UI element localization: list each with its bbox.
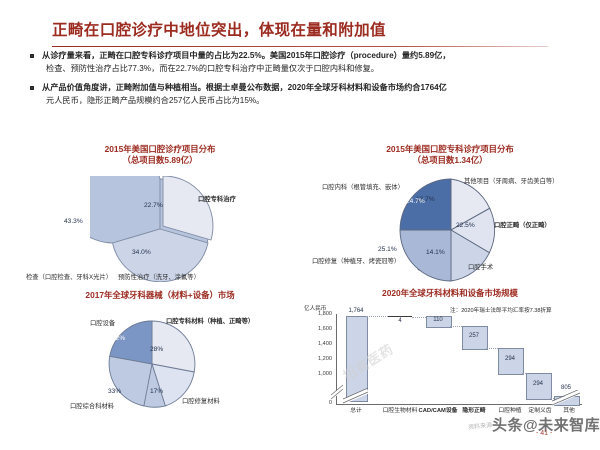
axis-unit-label: 亿人民币	[304, 306, 327, 312]
chart-subtitle: （总项目数1.34亿）	[412, 155, 488, 165]
y-tick-label: 1,400	[318, 341, 332, 347]
bullet-line: 从产品价值角度讲，正畸附加值与种植相当。根据士卓曼公布数据，2020年全球牙科材…	[42, 82, 586, 95]
bullet-item: 从诊疗量来看，正畸在口腔专科诊疗项目中量的占比为22.5%。美国2015年口腔诊…	[30, 50, 586, 75]
pie-category-label: 口腔综合科材料	[70, 403, 115, 410]
pie-value-label: 25.1%	[378, 246, 397, 253]
chart-title: 2017年全球牙科器械（材料+设备）市场	[85, 290, 235, 300]
title-divider	[52, 46, 548, 47]
pie-category-label: 口腔设备	[90, 320, 116, 327]
pie-category-label: 检查（口腔检查、牙科X光片）	[26, 274, 113, 281]
chart-pie-us-dental-procedures-2015: 2015年美国口腔诊疗项目分布 （总项目数5.89亿） 22.7% 34.0% …	[24, 144, 296, 289]
pie-category-label: 口腔内科（根管填充、嵌体）	[322, 184, 404, 191]
pie-category-label: 口腔正畸（仅正畸）	[494, 222, 551, 229]
chart-pie-global-dental-devices-2017: 2017年全球牙科器械（材料+设备）市场 28% 17% 33% 22% 口腔专…	[24, 290, 296, 440]
bar-total	[346, 316, 368, 402]
x-axis	[336, 404, 582, 405]
bullet-square-icon	[30, 86, 34, 91]
watermark-publisher: 头条@未来智库	[492, 417, 600, 434]
bullet-text-emphasis: 从诊疗量来看，正畸在口腔专科诊疗项目中量的占比为22.5%。美国2015年口腔诊…	[42, 51, 451, 60]
chart-subtitle: （总项目数5.89亿）	[122, 155, 198, 165]
pie-category-label: 预防性治疗（洗牙、涂氟等）	[118, 274, 200, 281]
pie-value-label: 14.1%	[426, 249, 445, 256]
bar-value-label: 294	[532, 381, 543, 387]
pie-graphic	[90, 176, 214, 282]
y-tick-label: 1,800	[318, 311, 332, 317]
pie-value-label: 13.7%	[416, 196, 435, 203]
chart-pie-us-specialty-procedures-2015: 2015年美国口腔专科诊疗项目分布 （总项目数1.34亿） 13.7% 22.5…	[304, 144, 596, 289]
x-tick-label: 定制义齿	[528, 408, 552, 414]
bullet-line: 检查、预防性治疗占比77.3%，而在22.7%的口腔专科治疗中正畸量仅次于口腔内…	[46, 63, 379, 73]
pie-category-label: 口腔专科治疗	[198, 196, 236, 203]
waterfall-connector	[522, 373, 528, 374]
bar-break-icon	[551, 390, 581, 406]
bar-implant	[498, 348, 524, 375]
chart-title: 2015年美国口腔诊疗项目分布	[104, 144, 216, 154]
bar-value-label: 257	[468, 333, 479, 339]
waterfall-connector	[550, 398, 556, 399]
bar-value-label: 294	[504, 356, 515, 362]
pie-graphic	[399, 178, 496, 282]
x-tick-label: 口腔种植	[498, 408, 522, 414]
pie-graphic	[108, 320, 196, 408]
bullet-list: 从诊疗量来看，正畸在口腔专科诊疗项目中量的占比为22.5%。美国2015年口腔诊…	[30, 50, 586, 114]
bar-value-label: 1,764	[348, 308, 364, 314]
x-tick-label: 隐形正畸	[462, 408, 486, 414]
x-tick-label: 其他	[563, 408, 575, 414]
bullet-square-icon	[30, 54, 34, 58]
y-tick-label: 1,200	[318, 356, 332, 362]
pie-value-label: 22%	[112, 335, 126, 342]
y-tick-label: 1,600	[318, 326, 332, 332]
x-tick-label: 口腔生物材料	[382, 408, 418, 414]
bar-bio-material	[388, 315, 412, 318]
waterfall-connector	[486, 348, 500, 349]
bullet-line: 元人民币，隐形正畸产品规模约合257亿人民币占比为15%。	[46, 95, 265, 105]
chart-note: 注：2020年瑞士法郎平均汇率按7.38折算	[450, 308, 552, 314]
y-tick-label: 0	[328, 400, 332, 406]
y-tick-label: 1,000	[318, 371, 332, 377]
x-tick-label: 总计	[350, 408, 362, 414]
chart-title: 2020年全球牙科材料和设备市场规模	[382, 288, 518, 298]
bar-clear-aligner	[462, 326, 488, 350]
pie-category-label: 口腔修复材料	[182, 398, 220, 405]
axis-break-icon	[330, 384, 344, 400]
pie-value-label: 22.7%	[144, 202, 163, 209]
bullet-text-emphasis: 从产品价值角度讲，正畸附加值与种植相当。根据士卓曼公布数据，2020年全球牙科材…	[42, 83, 447, 93]
pie-value-label: 17%	[150, 388, 164, 395]
pie-category-label: 口腔专科材料（种植、正畸等）	[166, 318, 255, 325]
page-number: - 41 -	[536, 430, 553, 437]
bullet-line: 从诊疗量来看，正畸在口腔专科诊疗项目中量的占比为22.5%。美国2015年口腔诊…	[42, 50, 586, 63]
page-title: 正畸在口腔诊疗中地位突出，体现在量和附加值	[52, 22, 386, 39]
slide-header: 正畸在口腔诊疗中地位突出，体现在量和附加值	[0, 8, 600, 47]
x-tick-label: CAD/CAM设备	[418, 408, 458, 414]
bar-custom-denture	[526, 373, 552, 400]
pie-value-label: 34.0%	[132, 249, 151, 256]
bullet-item: 从产品价值角度讲，正畸附加值与种植相当。根据士卓曼公布数据，2020年全球牙科材…	[30, 82, 586, 107]
bar-cadcam	[426, 316, 452, 328]
bar-value-label: 805	[560, 385, 571, 391]
pie-value-label: 43.3%	[64, 218, 83, 225]
y-axis	[336, 314, 337, 404]
pie-value-label: 33%	[108, 388, 122, 395]
pie-category-label: 口腔修复（种植牙、烤瓷冠等）	[312, 258, 401, 265]
pie-value-label: 28%	[150, 346, 164, 353]
bar-value-label: 4	[398, 318, 402, 324]
pie-value-label: 22.5%	[456, 222, 475, 229]
bar-break-icon	[342, 388, 370, 405]
chart-title: 2015年美国口腔专科诊疗项目分布	[386, 144, 514, 154]
waterfall-connector	[412, 317, 428, 318]
footer-rule	[0, 447, 600, 450]
bar-value-label: 110	[433, 317, 443, 323]
pie-category-label: 口腔手术	[468, 264, 494, 271]
chart-waterfall-global-dental-market-2020: 2020年全球牙科材料和设备市场规模 亿人民币 注：2020年瑞士法郎平均汇率按…	[300, 288, 600, 443]
waterfall-connector	[366, 316, 394, 317]
pie-category-label: 其他项目（牙周病、牙齿美白等）	[464, 178, 559, 185]
waterfall-connector	[450, 326, 464, 327]
pie-value-label: 24.7%	[406, 198, 425, 205]
